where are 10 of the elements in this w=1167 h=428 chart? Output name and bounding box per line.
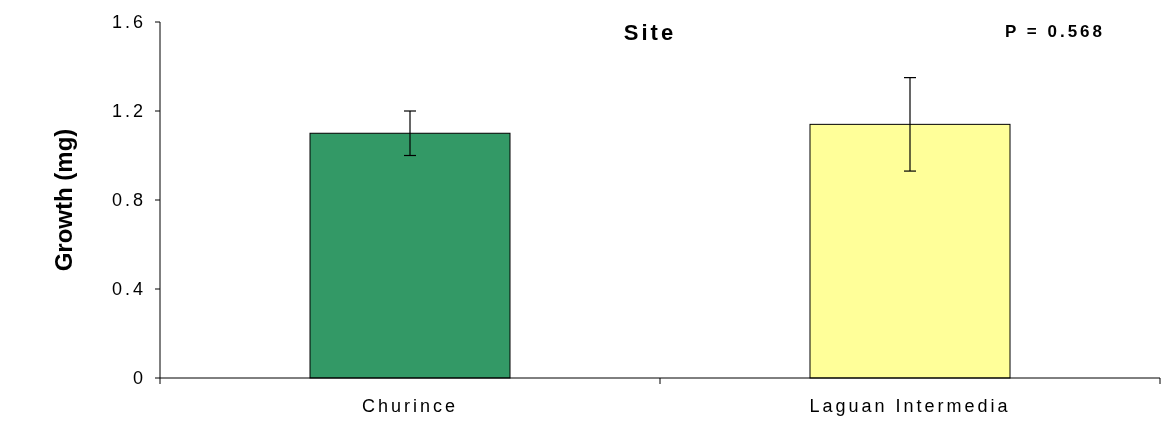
chart-title: Site: [623, 20, 677, 45]
x-tick-label: Churince: [361, 396, 459, 416]
y-tick-label: 0.8: [111, 190, 146, 211]
y-tick-label: 0.4: [111, 279, 146, 300]
y-tick-label: 0: [132, 368, 146, 389]
x-tick-label: Laguan Intermedia: [809, 396, 1011, 416]
annotation: P = 0.568: [1005, 22, 1105, 41]
y-tick-label: 1.2: [111, 101, 146, 122]
y-tick-label: 1.6: [111, 12, 146, 33]
y-axis-title: Growth (mg): [50, 128, 77, 272]
